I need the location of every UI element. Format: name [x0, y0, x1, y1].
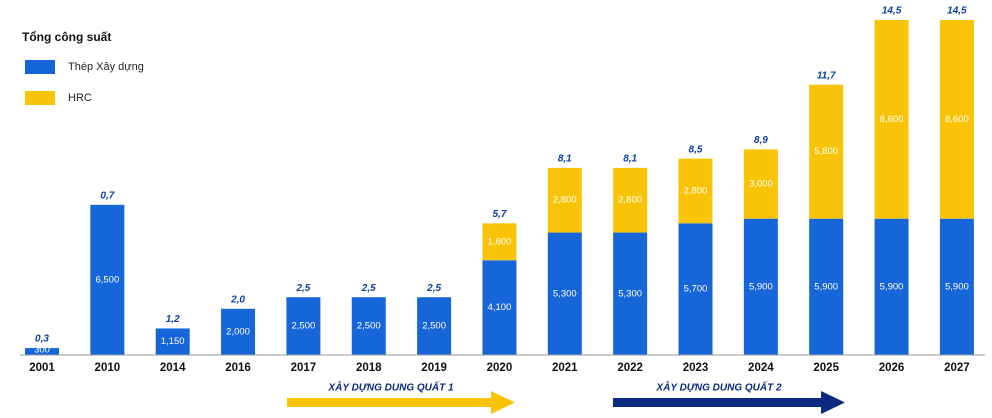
x-tick-label: 2018	[356, 362, 382, 374]
legend-swatch	[25, 91, 55, 105]
x-tick-label: 2001	[29, 362, 55, 374]
value-label: 2,800	[684, 185, 708, 196]
phase-label: XÂY DỰNG DUNG QUẤT 2	[655, 381, 782, 394]
x-tick-label: 2022	[617, 362, 643, 374]
value-label: 6,500	[95, 274, 119, 285]
x-tick-label: 2024	[748, 362, 774, 374]
arrow-head	[821, 391, 845, 414]
x-tick-label: 2014	[160, 362, 186, 374]
x-tick-label: 2026	[879, 362, 905, 374]
value-label: 5,800	[814, 146, 838, 157]
x-tick-label: 2016	[225, 362, 251, 374]
value-label: 5,900	[814, 281, 838, 292]
bar-segment	[25, 348, 59, 355]
x-tick-label: 2020	[487, 362, 513, 374]
bar-segment	[874, 20, 909, 219]
value-label: 2,500	[292, 321, 316, 332]
value-label: 2,800	[553, 195, 577, 206]
x-tick-label: 2017	[291, 362, 317, 374]
value-label: 2,500	[357, 321, 381, 332]
bar-segment	[678, 223, 713, 355]
total-label: 11,7	[817, 70, 836, 81]
value-label: 5,900	[749, 281, 773, 292]
bar-segment	[809, 218, 844, 355]
bar-segment	[547, 167, 582, 233]
legend-label: Thép Xây dựng	[68, 61, 144, 73]
bar-segment	[155, 328, 190, 355]
x-tick-label: 2025	[813, 362, 839, 374]
value-label: 2,500	[422, 321, 446, 332]
value-label: 4,100	[488, 302, 512, 313]
bar-segment	[939, 218, 974, 355]
total-label: 8,5	[689, 144, 703, 155]
total-label: 2,5	[295, 283, 310, 294]
bar-segment	[743, 149, 778, 219]
value-label: 8,600	[880, 114, 904, 125]
x-tick-label: 2027	[944, 362, 970, 374]
total-label: 5,7	[492, 209, 506, 220]
bar-segment	[939, 20, 974, 219]
bar-segment	[90, 204, 125, 355]
total-label: 2,5	[361, 283, 376, 294]
bar-segment	[874, 218, 909, 355]
value-label: 5,900	[945, 281, 969, 292]
total-label: 14,5	[882, 6, 902, 17]
arrow-shaft	[287, 398, 493, 407]
bar-segment	[613, 232, 648, 355]
value-label: 2,800	[618, 195, 642, 206]
bar-segment	[286, 297, 321, 355]
bar-segment	[221, 308, 256, 355]
bar-segment	[613, 167, 648, 233]
x-tick-label: 2010	[95, 362, 121, 374]
total-label: 2,5	[426, 283, 441, 294]
value-label: 5,300	[553, 288, 577, 299]
bar-segment	[743, 218, 778, 355]
bar-segment	[482, 223, 517, 261]
phase-label: XÂY DỰNG DUNG QUẤT 1	[327, 381, 454, 394]
total-label: 14,5	[947, 6, 967, 17]
legend-label: HRC	[68, 92, 92, 104]
bar-segment	[547, 232, 582, 355]
value-label: 5,700	[684, 284, 708, 295]
value-label: 2,000	[226, 326, 250, 337]
bar-segment	[351, 297, 386, 355]
bar-segment	[678, 158, 713, 224]
value-label: 5,900	[880, 281, 904, 292]
total-label: 8,1	[558, 154, 572, 165]
total-label: 8,1	[623, 154, 637, 165]
x-tick-label: 2019	[421, 362, 447, 374]
value-label: 8,600	[945, 114, 969, 125]
bar-segment	[417, 297, 452, 355]
value-label: 300	[34, 345, 50, 356]
total-label: 8,9	[754, 135, 768, 146]
arrow-head	[491, 391, 515, 414]
total-label: 0,7	[100, 190, 114, 201]
chart-title: Tổng công suất	[22, 30, 111, 44]
value-label: 1,150	[161, 336, 185, 347]
arrow-shaft	[613, 398, 823, 407]
bar-segment	[482, 260, 517, 355]
total-label: 1,2	[166, 314, 180, 325]
bar-segment	[809, 84, 844, 219]
value-label: 3,000	[749, 179, 773, 190]
value-label: 1,600	[488, 236, 512, 247]
total-label: 0,3	[35, 334, 49, 345]
legend-swatch	[25, 60, 55, 74]
x-tick-label: 2023	[683, 362, 709, 374]
x-tick-label: 2021	[552, 362, 578, 374]
value-label: 5,300	[618, 288, 642, 299]
total-label: 2,0	[230, 294, 245, 305]
